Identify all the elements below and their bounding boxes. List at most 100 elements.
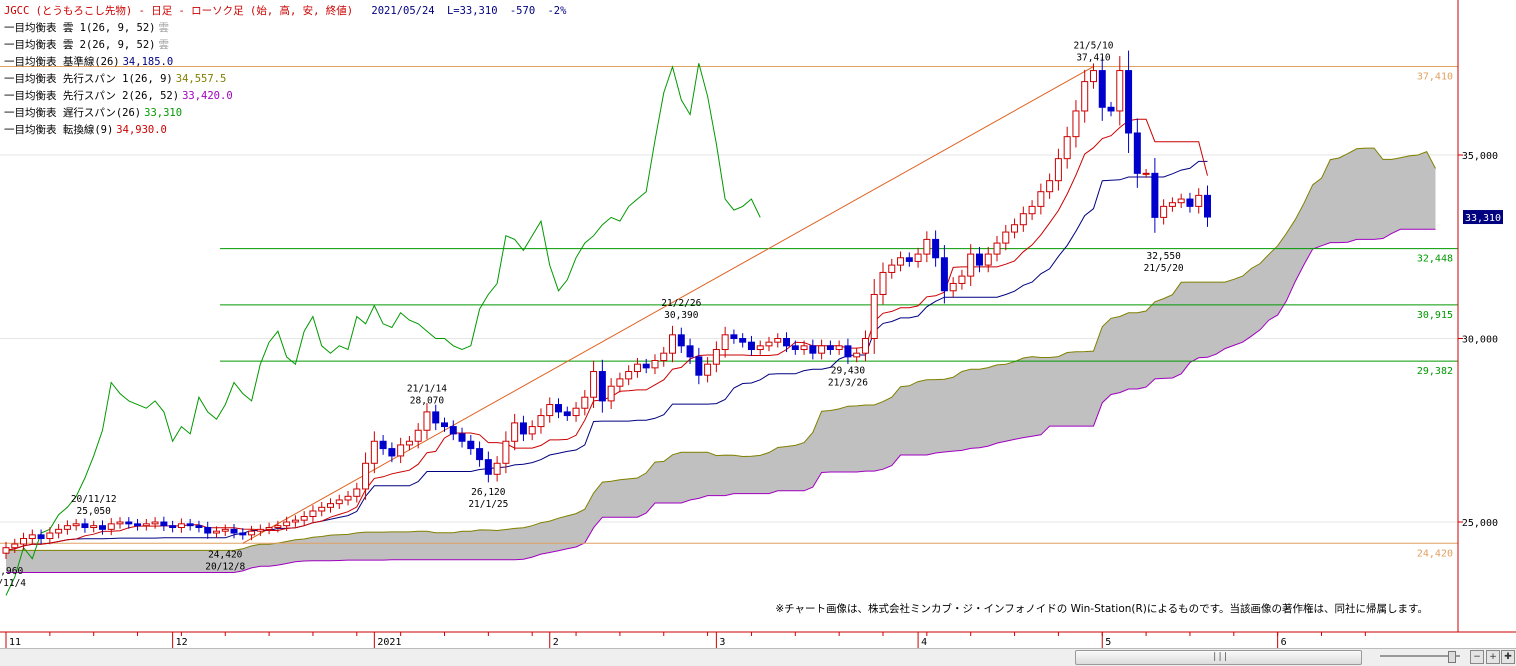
cloud-area	[6, 148, 1436, 573]
annotation-price: 28,070	[410, 395, 445, 406]
horizontal-scrollbar[interactable]: |||	[1075, 650, 1362, 665]
candle-body	[326, 503, 334, 508]
candle-body	[598, 371, 606, 402]
candle-body	[476, 448, 484, 461]
senkou-span-2-line	[6, 228, 1436, 573]
annotation-price: 21/5/20	[1144, 263, 1184, 274]
candle-body	[809, 345, 817, 354]
candle-body	[169, 525, 177, 529]
fit-icon[interactable]: ✚	[1501, 650, 1515, 664]
candle-body	[265, 527, 273, 530]
candle-body	[747, 341, 755, 351]
candle-body	[274, 525, 282, 529]
candle-body	[107, 523, 115, 530]
candle-body	[756, 345, 764, 351]
horizontal-lines	[0, 66, 1458, 544]
footer-note: ※チャート画像は、株式会社ミンカブ・ジ・インフォノイドの Win-Station…	[775, 602, 1428, 615]
candle-body	[2, 547, 10, 554]
legend-indicator-label: 一目均衡表 先行スパン 1(26, 9)	[4, 72, 173, 85]
level-label: 29,382	[1417, 366, 1453, 377]
candle-body	[914, 253, 922, 262]
legend-indicator-label: 一目均衡表 遅行スパン(26)	[4, 106, 141, 119]
candle-body	[546, 404, 554, 417]
candle-body	[502, 440, 510, 464]
legend-indicator-label: 一目均衡表 雲 2(26, 9, 52)	[4, 38, 156, 51]
candle-body	[783, 338, 791, 347]
candle-body	[923, 238, 931, 255]
candle-body	[861, 338, 869, 354]
candle-body	[449, 426, 457, 435]
candle-body	[239, 532, 247, 536]
y-tick-label: 35,000	[1462, 151, 1498, 162]
candle-body	[98, 525, 106, 530]
candle-body	[967, 253, 975, 277]
x-tick-label: 3	[719, 637, 725, 648]
annotation-date: 29,430	[831, 365, 866, 376]
candle-body	[519, 422, 527, 435]
legend-title: JGCC (とうもろこし先物) - 日足 - ローソク足 (始, 高, 安, 終…	[4, 4, 353, 17]
candle-body	[221, 528, 229, 532]
candle-body	[932, 238, 940, 259]
candle-body	[414, 429, 422, 442]
candle-body	[1072, 110, 1080, 138]
candle-body	[72, 523, 80, 527]
candle-body	[300, 515, 308, 521]
candle-body	[660, 352, 668, 362]
zoom-in-icon[interactable]: +	[1486, 650, 1500, 664]
candle-body	[1028, 205, 1036, 215]
candle-body	[835, 345, 843, 351]
candle-body	[484, 459, 492, 475]
candle-body	[1107, 106, 1115, 112]
candle-body	[63, 525, 71, 530]
candle-body	[1098, 70, 1106, 108]
candle-body	[160, 521, 168, 527]
candle-body	[695, 356, 703, 376]
price-axis: 35,000 30,000 25,000 37,410 32,448 30,915 29,3…	[1417, 72, 1503, 559]
candle-body	[651, 360, 659, 369]
legend-indicator-value: 34,930.0	[116, 124, 167, 136]
candle-body	[441, 422, 448, 428]
annotation-date: 23,960	[0, 566, 23, 577]
zoom-slider[interactable]	[1380, 655, 1460, 657]
candle-body	[186, 523, 194, 527]
annotation-price: 25,050	[77, 506, 112, 517]
chikou-line	[5, 63, 761, 596]
legend-indicator-value: 33,420.0	[182, 90, 233, 102]
candle-body	[1142, 172, 1150, 175]
x-tick-label: 11	[9, 637, 21, 648]
legend-indicator: 一目均衡表 先行スパン 1(26, 9) 34,557.5	[4, 72, 226, 85]
annotation-date: 32,550	[1146, 251, 1181, 262]
candle-body	[1133, 132, 1141, 174]
x-tick-label: 5	[1105, 637, 1111, 648]
level-label: 37,410	[1417, 72, 1453, 83]
candle-body	[581, 396, 589, 409]
candle-body	[1151, 172, 1159, 218]
legend-indicator: 一目均衡表 雲 1(26, 9, 52) 雲	[4, 21, 169, 34]
zoom-slider-thumb[interactable]	[1448, 651, 1456, 663]
scroll-grip-icon: |||	[1212, 652, 1229, 662]
candle-body	[370, 440, 378, 464]
candle-body	[142, 523, 150, 527]
candle-body	[256, 528, 264, 532]
legend-indicator: 一目均衡表 先行スパン 2(26, 52) 33,420.0	[4, 89, 233, 102]
candle-body	[511, 422, 519, 442]
candle-body	[826, 345, 834, 351]
candle-body	[1177, 198, 1185, 204]
annotation-price: 20/12/8	[205, 561, 245, 572]
candle-body	[555, 404, 563, 413]
x-tick-label: 12	[176, 637, 188, 648]
legend-indicator-value: 34,185.0	[123, 56, 174, 68]
candle-body	[897, 257, 905, 266]
zoom-out-icon[interactable]: −	[1470, 650, 1484, 664]
candle-body	[905, 257, 913, 262]
candle-body	[642, 363, 650, 369]
candle-body	[1019, 213, 1027, 226]
candle-body	[204, 527, 212, 534]
legend-indicator-value: 雲	[159, 39, 170, 51]
candle-body	[458, 433, 466, 442]
candle-body	[800, 345, 808, 351]
annotation-date: 26,120	[471, 487, 506, 498]
candle-body	[669, 334, 677, 354]
candlestick-chart: 20/11/1225,05023,96020/11/424,42020/12/8…	[0, 0, 1516, 648]
